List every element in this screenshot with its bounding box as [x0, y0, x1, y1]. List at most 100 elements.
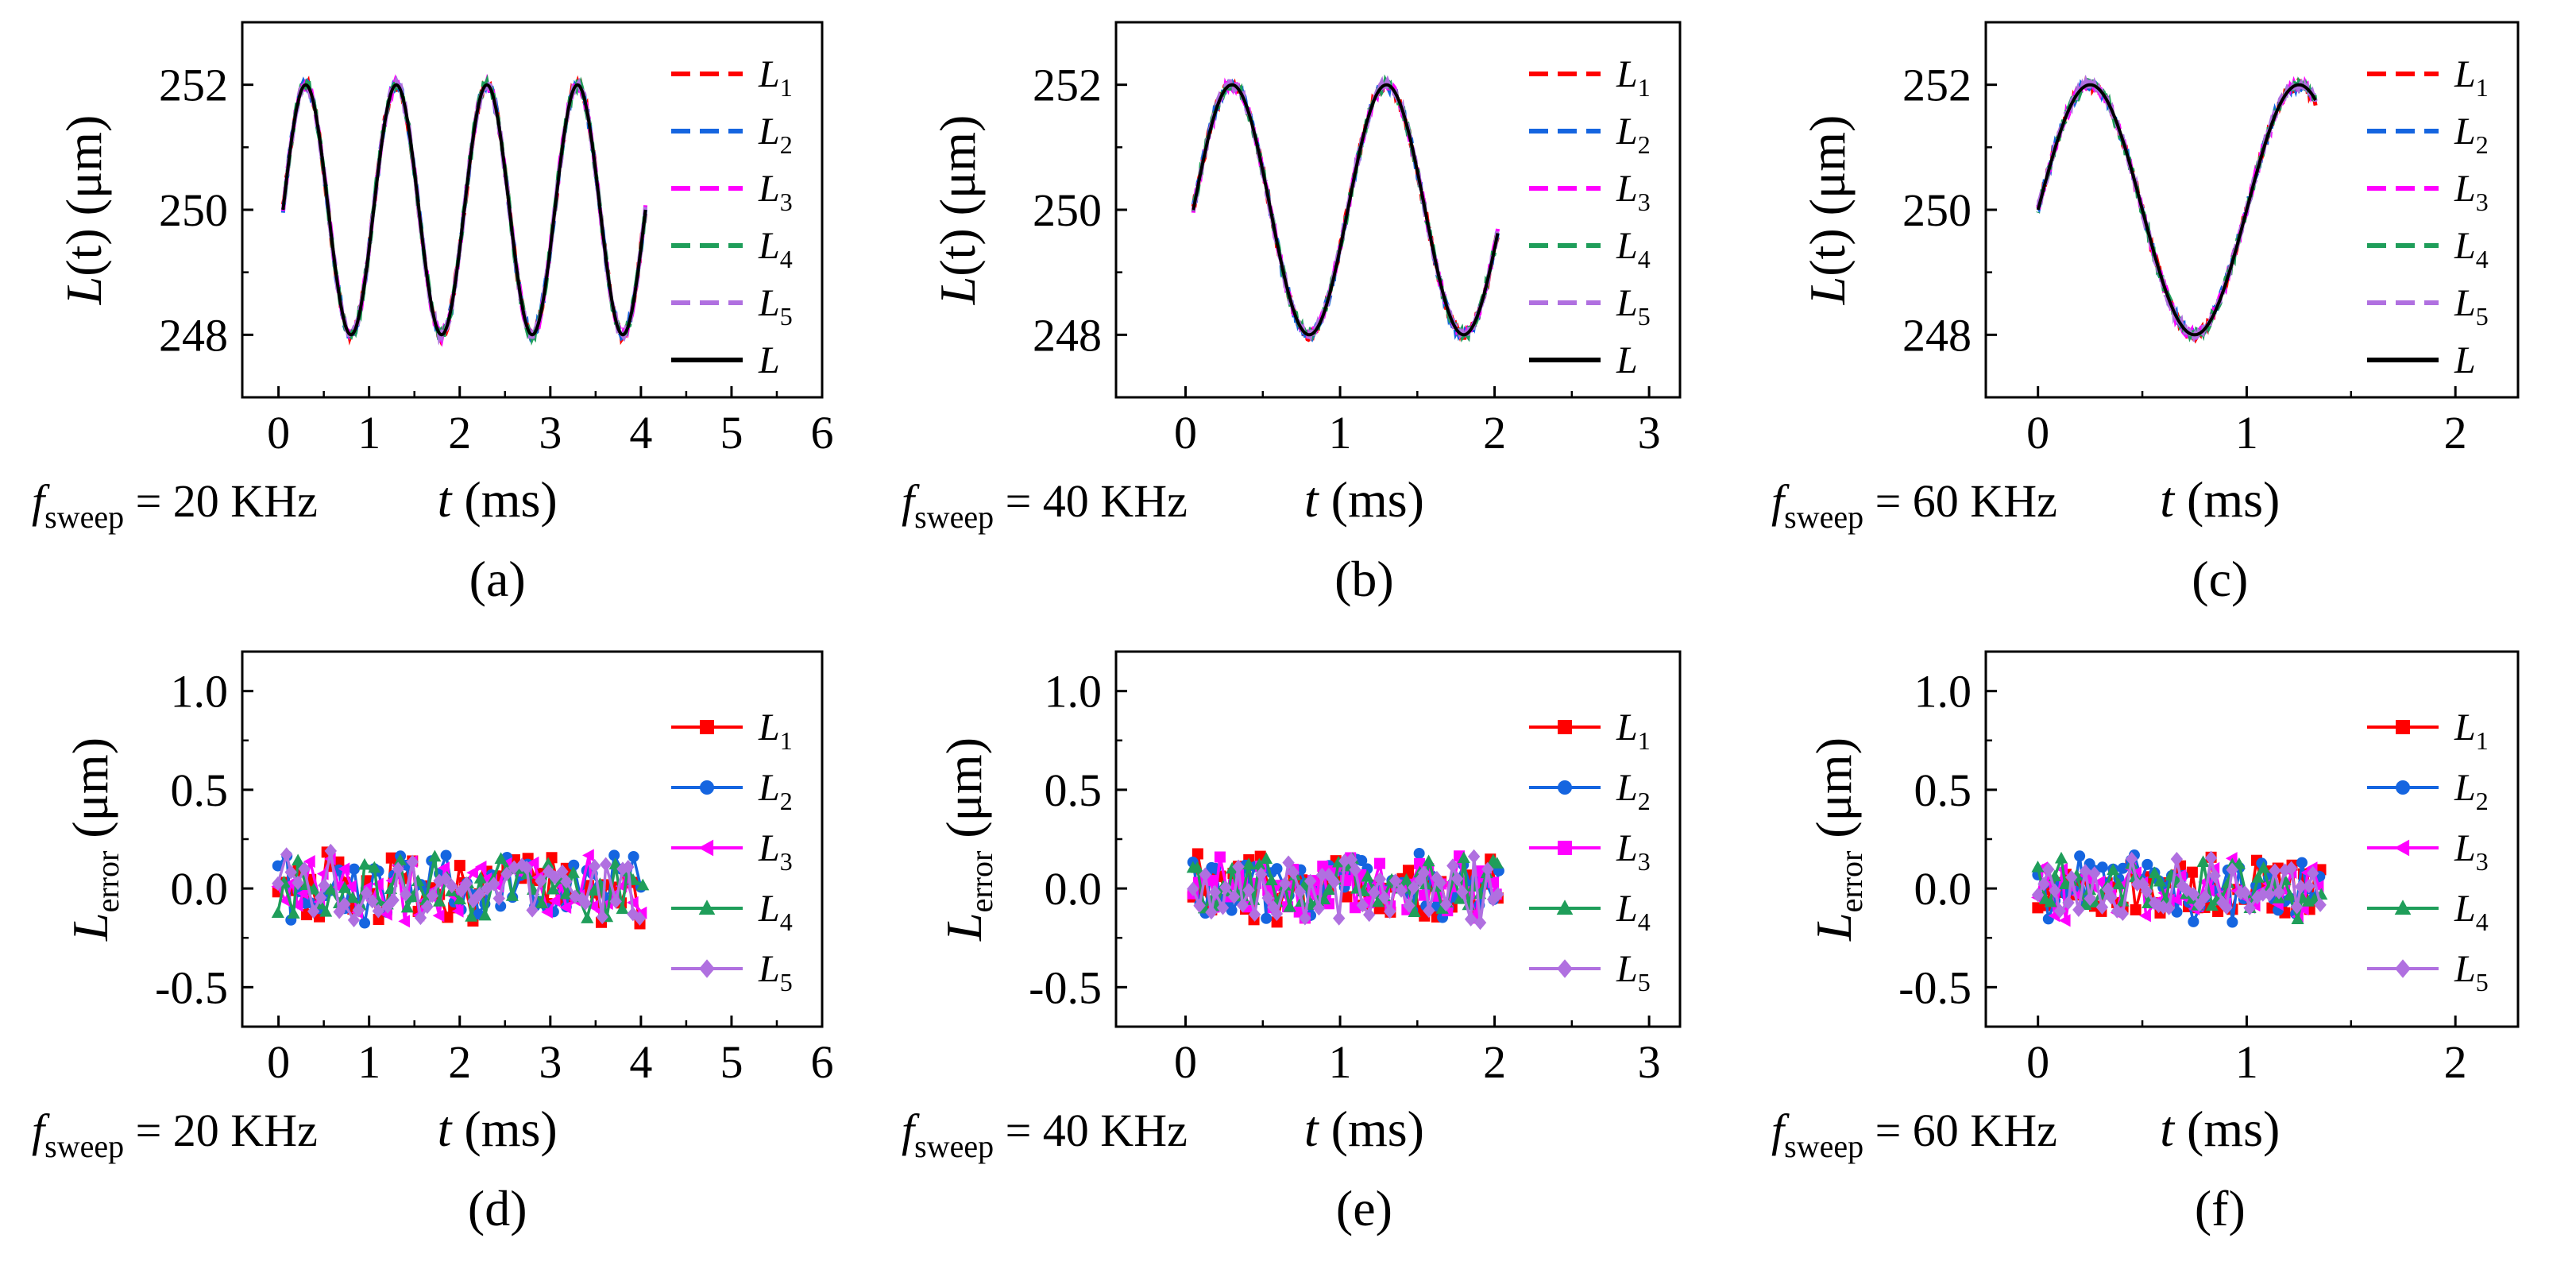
data-point: [1378, 890, 1391, 905]
data-point: [2238, 885, 2252, 900]
data-point: [1253, 857, 1266, 870]
legend-label: L3: [758, 168, 793, 216]
legend-entry-L: L: [1529, 339, 1638, 381]
data-point: [2262, 881, 2276, 893]
data-point: [1403, 865, 1415, 876]
panel-f: 0 1 2 -0.5 0.0 0.5 1.0 Lerror (μm) fsweep = 60 K…: [1771, 650, 2520, 1236]
data-layer: [280, 73, 648, 347]
series-line-1: [1191, 78, 1500, 342]
data-point: [2170, 893, 2182, 907]
data-point: [1271, 863, 1283, 875]
data-point: [406, 854, 419, 869]
y-tick-label: 252: [1902, 60, 1972, 111]
legend-entry-4: L4: [2367, 225, 2489, 273]
data-point: [474, 860, 487, 874]
legend-label: L2: [1616, 767, 1651, 815]
data-point: [1456, 884, 1469, 900]
x-tick-label: 4: [629, 407, 652, 459]
data-point: [1265, 873, 1278, 886]
legend-entry-3: L3: [2367, 168, 2489, 216]
panel-e: 0 1 2 3 -0.5 0.0 0.5 1.0 Lerror (μm) fsweep = 40 …: [902, 650, 1682, 1236]
legend-marker: [1558, 780, 1572, 795]
data-point: [1431, 870, 1443, 886]
legend-label: L5: [758, 948, 793, 996]
plot-frame: [1984, 650, 2520, 1028]
data-point: [2072, 902, 2085, 918]
data-point: [398, 915, 411, 928]
y-tick-label: 1.0: [1914, 666, 1972, 718]
panel-caption: (c): [2192, 551, 2248, 607]
data-point: [526, 903, 539, 918]
data-point: [1388, 873, 1402, 888]
legend-label: L1: [1616, 706, 1651, 755]
data-point: [2074, 850, 2086, 862]
data-point: [568, 859, 580, 871]
data-point: [324, 843, 337, 858]
data-point: [2283, 888, 2296, 901]
legend-entry-2: L2: [2367, 767, 2489, 815]
sweep-frequency-label: fsweep = 60 KHz: [1771, 475, 2057, 535]
y-axis-label: L(t) (μm): [56, 115, 112, 306]
data-point: [2226, 862, 2238, 877]
y-tick-label: 0.0: [171, 863, 229, 915]
data-point: [1255, 867, 1268, 882]
data-point: [454, 860, 465, 872]
data-point: [1298, 876, 1311, 889]
data-point: [1232, 859, 1245, 874]
data-point: [1413, 848, 1425, 860]
data-point: [2095, 900, 2109, 915]
data-point: [2243, 900, 2256, 915]
legend-entry-4: L4: [671, 888, 793, 936]
legend-entry-4: L4: [1529, 888, 1651, 936]
data-point: [1214, 851, 1226, 863]
data-point: [633, 911, 647, 926]
data-point: [439, 871, 452, 887]
data-point: [2162, 900, 2176, 915]
x-tick-label: 0: [2026, 407, 2049, 459]
data-point: [2291, 912, 2304, 924]
data-point: [318, 878, 330, 893]
data-point: [1361, 869, 1374, 882]
legend-marker: [698, 839, 714, 857]
x-axis-label: t (ms): [2160, 1101, 2280, 1157]
data-point: [492, 891, 505, 906]
legend-label: L2: [2454, 110, 2489, 159]
legend-entry-3: L3: [671, 168, 793, 216]
data-point: [1261, 912, 1273, 924]
legend-label: L5: [1616, 282, 1651, 331]
data-point: [1423, 903, 1435, 919]
data-point: [1490, 857, 1504, 869]
data-point: [2278, 863, 2292, 878]
data-point: [2186, 866, 2198, 878]
data-point: [2187, 887, 2200, 902]
data-point: [2053, 903, 2066, 919]
data-point: [1374, 857, 1386, 869]
data-point: [2107, 863, 2120, 876]
data-point: [2084, 891, 2096, 907]
legend-label: L1: [1616, 53, 1651, 102]
data-point: [1417, 865, 1431, 880]
data-point: [2087, 896, 2101, 908]
legend-entry-5: L5: [2367, 282, 2489, 331]
legend-entry-2: L2: [671, 767, 793, 815]
y-axis-label: L(t) (μm): [1799, 115, 1856, 306]
legend-label: L4: [2454, 225, 2489, 273]
data-point: [432, 909, 445, 923]
data-point: [359, 917, 371, 929]
x-tick-label: 2: [2444, 1036, 2467, 1088]
data-point: [1317, 861, 1329, 873]
y-tick-label: 0.5: [1045, 764, 1103, 816]
data-point: [2269, 863, 2281, 878]
panel-d: 0 1 2 3 4 5 6 -0.5 0.0 0.5 1.0 Lerror (μm) fsweep = …: [32, 650, 834, 1236]
data-point: [542, 857, 555, 869]
data-point: [307, 903, 320, 919]
legend-marker: [1557, 959, 1573, 978]
data-point: [2306, 865, 2319, 880]
data-point: [428, 849, 442, 862]
data-point: [608, 857, 622, 870]
legend-entry-3: L3: [1529, 168, 1651, 216]
data-point: [1299, 911, 1311, 926]
legend-label: L4: [758, 225, 793, 273]
data-point: [1349, 862, 1361, 877]
